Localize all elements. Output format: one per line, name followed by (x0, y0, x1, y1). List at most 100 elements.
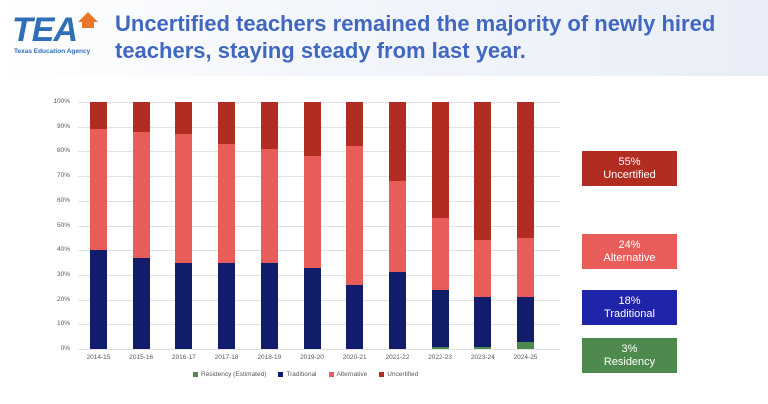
bar-2021-22 (388, 102, 406, 349)
y-tick-label: 90% (56, 122, 70, 130)
x-tick-label: 2015-16 (129, 354, 154, 361)
y-tick-label: 70% (56, 172, 70, 180)
callout-alternative: 24% Alternative (582, 234, 677, 269)
bar-2017-18 (218, 102, 236, 349)
bar-segment-traditional (517, 297, 534, 342)
x-tick-label: 2014-15 (86, 354, 111, 361)
bar-segment-traditional (303, 267, 321, 349)
chart-legend: Residency (Estimated) Traditional Alternat… (193, 371, 418, 378)
bar-segment-residency-estimated- (517, 341, 534, 349)
x-tick-label: 2018-19 (257, 354, 282, 361)
bar-segment-residency-estimated- (431, 346, 449, 349)
y-tick-label: 40% (56, 246, 70, 254)
bar-segment-alternative (474, 240, 492, 298)
bar-segment-alternative (431, 218, 449, 290)
bar-2020-21 (346, 102, 364, 349)
bar-segment-alternative (303, 156, 321, 268)
bar-segment-alternative (175, 134, 193, 263)
legend-label: Alternative (336, 371, 368, 378)
logo-subtext: Texas Education Agency (14, 48, 91, 55)
bar-segment-alternative (218, 144, 236, 263)
bar-2024-25 (517, 102, 534, 349)
y-tick-label: 0% (60, 345, 70, 352)
y-tick-label: 20% (56, 295, 70, 303)
x-tick-label: 2016-17 (171, 354, 196, 361)
bar-2014-15 (90, 102, 107, 349)
callout-label: Alternative (603, 251, 656, 264)
callout-label: Residency (603, 355, 656, 368)
bar-segment-traditional (260, 262, 278, 349)
callout-residency: 3% Residency (582, 338, 677, 373)
x-tick-label: 2019-20 (300, 354, 324, 361)
callout-label: Uncertified (603, 168, 656, 181)
bar-segment-uncertified (90, 102, 107, 130)
bar-segment-traditional (388, 272, 406, 349)
bar-segment-traditional (90, 250, 107, 349)
bar-segment-uncertified (303, 102, 321, 157)
legend-item: Traditional (278, 371, 317, 378)
bar-segment-uncertified (474, 102, 492, 241)
bar-segment-residency-estimated- (474, 346, 492, 349)
bar-segment-traditional (431, 289, 449, 347)
bar-segment-alternative (132, 131, 150, 258)
callout-uncertified: 55% Uncertified (582, 151, 677, 186)
y-tick-label: 60% (56, 196, 70, 204)
header-band: TEA Texas Education Agency Uncertified t… (0, 0, 768, 76)
bar-segment-uncertified (431, 102, 449, 219)
bar-segment-traditional (346, 284, 364, 349)
bar-2019-20 (303, 102, 321, 349)
legend-item: Alternative (328, 371, 368, 378)
callout-percent: 18% (618, 294, 641, 307)
legend-swatch-icon (379, 372, 385, 377)
callout-percent: 24% (618, 238, 641, 251)
legend-label: Traditional (286, 371, 317, 378)
legend-swatch-icon (193, 372, 198, 377)
bar-2015-16 (132, 102, 150, 349)
bar-segment-alternative (346, 146, 364, 285)
x-tick-label: 2023-24 (470, 354, 495, 361)
callout-label: Traditional (604, 307, 655, 320)
bar-segment-alternative (517, 237, 534, 298)
x-tick-label: 2020-21 (342, 354, 367, 361)
bar-segment-alternative (388, 181, 406, 273)
y-tick-label: 80% (56, 147, 70, 155)
bar-2023-24 (474, 102, 492, 349)
x-tick-label: 2017-18 (214, 354, 239, 361)
bar-segment-traditional (175, 262, 193, 349)
bar-2018-19 (260, 102, 278, 349)
y-tick-label: 100% (53, 98, 70, 105)
bar-segment-uncertified (388, 102, 406, 182)
page-title: Uncertified teachers remained the majori… (115, 11, 716, 63)
y-tick-label: 30% (56, 270, 70, 278)
legend-swatch-icon (278, 372, 284, 377)
bar-segment-alternative (260, 148, 278, 263)
bar-segment-uncertified (517, 102, 534, 238)
legend-label: Uncertified (387, 371, 419, 378)
legend-label: Residency (Estimated) (201, 371, 267, 378)
bar-segment-uncertified (175, 102, 193, 135)
logo-roof-base-icon (82, 21, 94, 28)
x-tick-label: 2024-25 (513, 354, 538, 361)
y-tick-label: 50% (56, 221, 70, 229)
gridline (78, 349, 560, 350)
callout-percent: 3% (621, 342, 638, 355)
legend-item: Residency (Estimated) (193, 371, 266, 378)
bar-segment-uncertified (132, 102, 150, 132)
bar-segment-uncertified (260, 102, 278, 149)
bar-segment-traditional (474, 297, 492, 347)
callout-traditional: 18% Traditional (582, 290, 677, 325)
tea-logo: TEA Texas Education Agency (12, 12, 104, 60)
x-tick-label: 2022-23 (428, 354, 453, 361)
x-tick-label: 2021-22 (385, 354, 410, 361)
bar-segment-uncertified (218, 102, 236, 144)
y-tick-label: 10% (56, 320, 70, 328)
bar-segment-uncertified (346, 102, 364, 147)
callout-percent: 55% (618, 155, 641, 168)
logo-text: TEA (12, 11, 78, 49)
legend-item: Uncertified (379, 371, 418, 378)
bar-segment-traditional (218, 262, 236, 349)
legend-swatch-icon (328, 372, 334, 377)
bar-2016-17 (175, 102, 193, 349)
bar-segment-traditional (132, 257, 150, 349)
bar-segment-alternative (90, 129, 107, 251)
